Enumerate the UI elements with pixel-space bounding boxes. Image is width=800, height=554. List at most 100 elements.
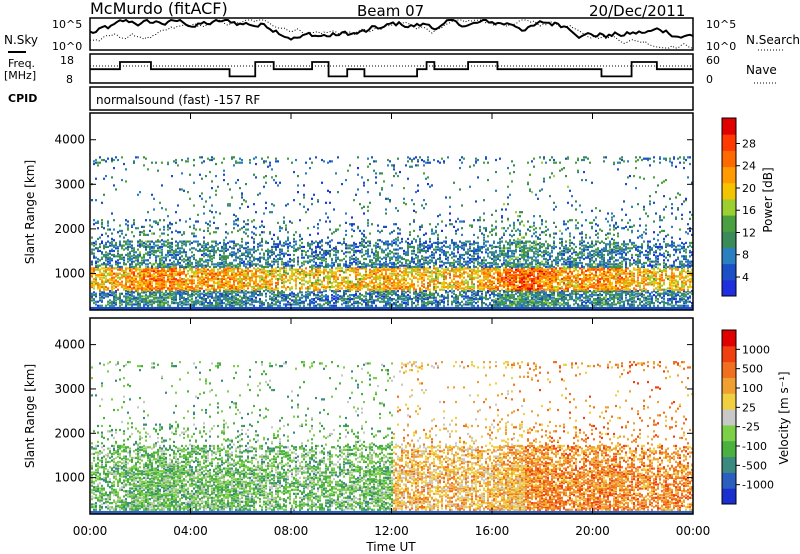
heatmap-cell — [225, 260, 227, 263]
heatmap-cell — [109, 273, 111, 277]
heatmap-cell — [99, 288, 101, 291]
heatmap-cell — [349, 297, 351, 301]
heatmap-cell — [259, 293, 261, 297]
heatmap-cell — [123, 256, 125, 259]
heatmap-cell — [249, 299, 251, 302]
heatmap-cell — [323, 288, 325, 291]
heatmap-cell — [355, 251, 357, 254]
heatmap-cell — [273, 293, 275, 297]
heatmap-cell — [431, 232, 433, 235]
heatmap-cell — [431, 256, 433, 259]
heatmap-cell — [135, 269, 137, 273]
heatmap-cell — [293, 249, 295, 253]
heatmap-cell — [365, 285, 367, 289]
heatmap-cell — [409, 245, 411, 249]
heatmap-cell — [425, 259, 427, 262]
heatmap-cell — [253, 280, 255, 283]
heatmap-cell — [385, 212, 387, 215]
heatmap-cell — [175, 288, 177, 291]
heatmap-cell — [327, 271, 329, 274]
heatmap-cell — [243, 288, 245, 291]
heatmap-cell — [439, 260, 441, 263]
heatmap-cell — [259, 276, 261, 279]
heatmap-cell — [357, 296, 359, 299]
heatmap-cell — [353, 285, 355, 289]
heatmap-cell — [279, 268, 281, 271]
heatmap-cell — [297, 247, 299, 250]
heatmap-cell — [181, 172, 183, 175]
heatmap-cell — [189, 299, 191, 302]
heatmap-cell — [291, 303, 293, 306]
heatmap-cell — [437, 223, 439, 226]
heatmap-cell — [121, 267, 123, 270]
heatmap-cell — [225, 268, 227, 271]
heatmap-cell — [121, 269, 123, 273]
heatmap-cell — [265, 273, 267, 277]
heatmap-cell — [297, 272, 299, 275]
heatmap-cell — [409, 295, 411, 298]
heatmap-cell — [129, 252, 131, 255]
heatmap-cell — [281, 279, 283, 282]
heatmap-cell — [237, 287, 239, 290]
heatmap-cell — [399, 280, 401, 283]
heatmap-cell — [149, 245, 151, 249]
heatmap-cell — [423, 292, 425, 295]
heatmap-cell — [443, 160, 445, 163]
heatmap-cell — [371, 279, 373, 282]
heatmap-cell — [109, 244, 111, 247]
heatmap-cell — [365, 302, 367, 305]
heatmap-cell — [177, 244, 179, 247]
heatmap-cell — [167, 275, 169, 278]
heatmap-cell — [199, 248, 201, 251]
heatmap-cell — [227, 272, 229, 275]
heatmap-cell — [151, 291, 153, 294]
heatmap-cell — [325, 287, 327, 290]
heatmap-cell — [371, 248, 373, 251]
heatmap-cell — [253, 259, 255, 262]
heatmap-cell — [205, 283, 207, 286]
heatmap-cell — [361, 293, 363, 297]
heatmap-cell — [169, 281, 171, 285]
heatmap-cell — [399, 304, 401, 307]
heatmap-cell — [193, 235, 195, 238]
heatmap-cell — [125, 295, 127, 298]
heatmap-cell — [211, 272, 213, 275]
heatmap-cell — [131, 283, 133, 286]
heatmap-cell — [279, 269, 281, 273]
heatmap-cell — [91, 271, 93, 274]
heatmap-cell — [107, 157, 109, 160]
heatmap-cell — [107, 295, 109, 298]
heatmap-cell — [247, 296, 249, 299]
heatmap-cell — [237, 271, 239, 274]
heatmap-cell — [141, 287, 143, 290]
heatmap-cell — [317, 287, 319, 290]
heatmap-cell — [373, 284, 375, 287]
heatmap-cell — [311, 273, 313, 277]
heatmap-cell — [335, 302, 337, 305]
heatmap-cell — [197, 264, 199, 267]
heatmap-cell — [163, 296, 165, 299]
heatmap-cell — [127, 292, 129, 295]
heatmap-cell — [273, 297, 275, 301]
heatmap-cell — [439, 272, 441, 275]
heatmap-cell — [159, 245, 161, 249]
heatmap-cell — [237, 251, 239, 254]
heatmap-cell — [253, 291, 255, 294]
heatmap-cell — [427, 300, 429, 303]
heatmap-cell — [115, 243, 117, 246]
heatmap-cell — [91, 295, 93, 298]
heatmap-cell — [305, 260, 307, 263]
heatmap-cell — [389, 243, 391, 246]
heatmap-cell — [243, 247, 245, 250]
heatmap-cell — [433, 232, 435, 235]
heatmap-cell — [431, 293, 433, 297]
heatmap-cell — [201, 269, 203, 273]
heatmap-cell — [357, 260, 359, 263]
heatmap-cell — [127, 239, 129, 242]
heatmap-cell — [273, 245, 275, 249]
heatmap-cell — [217, 295, 219, 298]
heatmap-cell — [431, 275, 433, 278]
heatmap-cell — [291, 161, 293, 164]
heatmap-cell — [145, 248, 147, 251]
heatmap-cell — [395, 276, 397, 279]
